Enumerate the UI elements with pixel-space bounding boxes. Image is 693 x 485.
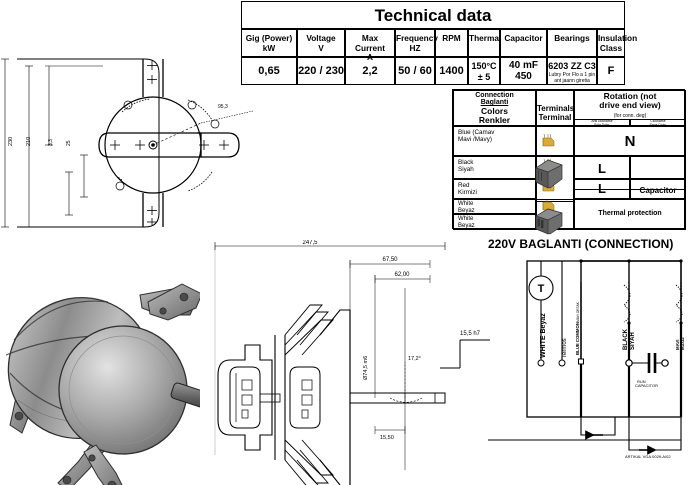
svg-text:CAPACITOR: CAPACITOR bbox=[635, 383, 658, 388]
svg-text:T: T bbox=[538, 283, 545, 295]
svg-text:SIYAH: SIYAH bbox=[630, 332, 636, 350]
svg-text:15,5 h7: 15,5 h7 bbox=[460, 331, 481, 337]
svg-text:M3.U2: M3.U2 bbox=[680, 337, 685, 350]
svg-text:247,5: 247,5 bbox=[302, 240, 318, 246]
svg-text:MAVI ORTAK: MAVI ORTAK bbox=[576, 301, 580, 322]
svg-text:WHITE Beyaz: WHITE Beyaz bbox=[540, 313, 547, 358]
svg-text:230: 230 bbox=[8, 137, 14, 146]
svg-text:220V BAGLANTI (CONNECTION): 220V BAGLANTI (CONNECTION) bbox=[488, 237, 673, 251]
svg-text:67,50: 67,50 bbox=[382, 257, 398, 263]
svg-text:BLUE COMMON: BLUE COMMON bbox=[575, 322, 580, 355]
svg-text:210: 210 bbox=[26, 137, 32, 146]
svg-text:ARTIKAL VGA.0029-A/02: ARTIKAL VGA.0029-A/02 bbox=[625, 454, 671, 459]
svg-text:BLACK: BLACK bbox=[623, 328, 629, 350]
svg-text:15,50: 15,50 bbox=[380, 435, 394, 441]
svg-text:Ø74,5 m6: Ø74,5 m6 bbox=[363, 356, 369, 380]
svg-text:Termos: Termos bbox=[562, 338, 568, 358]
svg-text:62,00: 62,00 bbox=[394, 272, 410, 278]
svg-text:17,2°: 17,2° bbox=[408, 356, 421, 362]
svg-text:25: 25 bbox=[66, 140, 72, 146]
svg-text:95,3: 95,3 bbox=[218, 104, 228, 110]
svg-text:3,3: 3,3 bbox=[48, 139, 54, 146]
